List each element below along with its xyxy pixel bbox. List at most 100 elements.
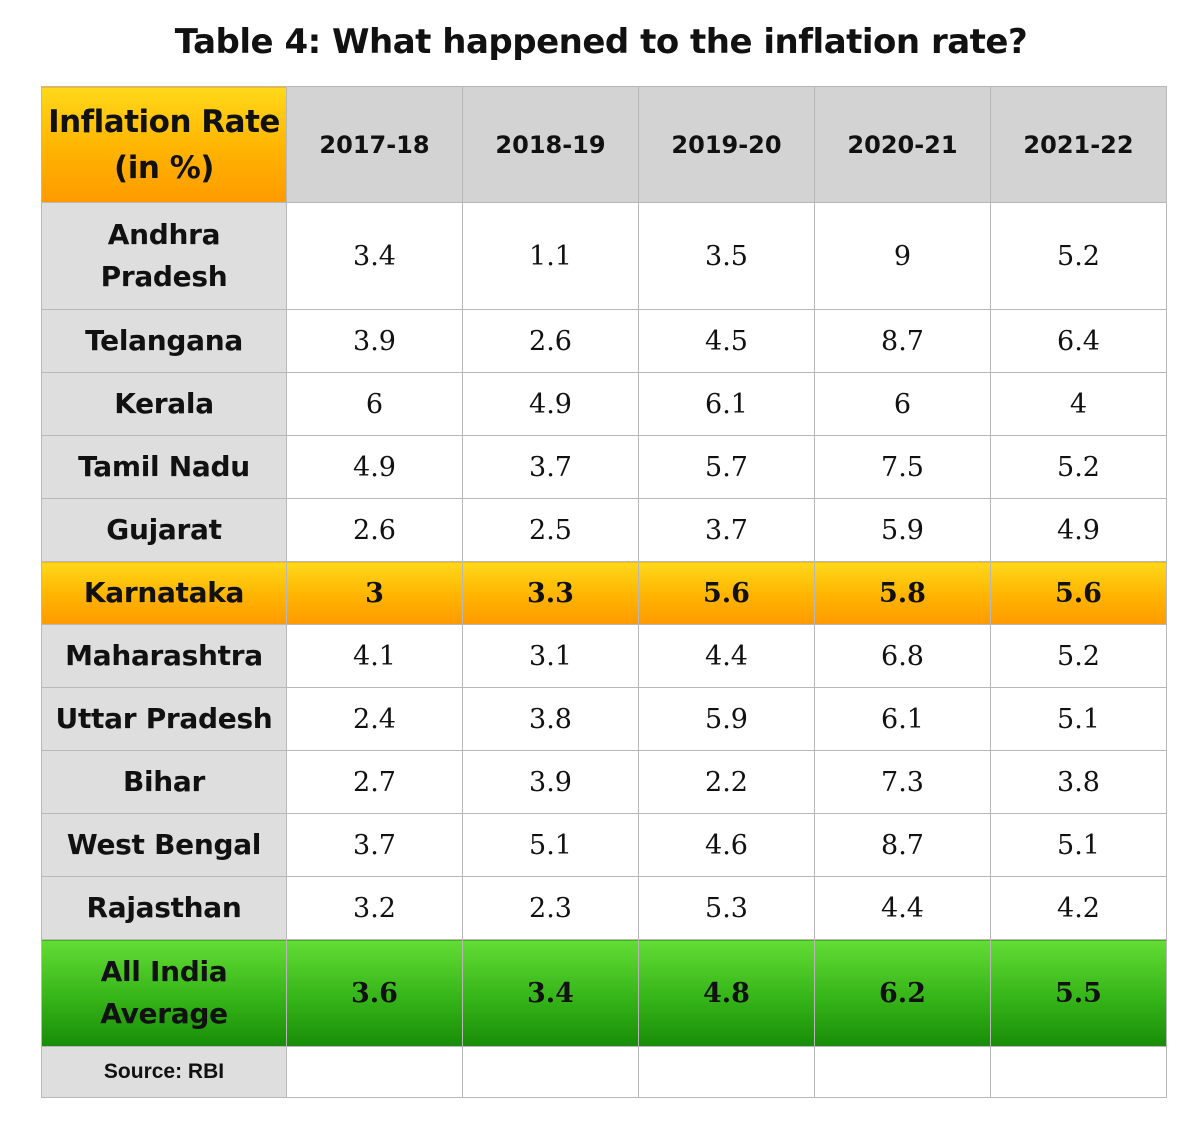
- state-name: West Bengal: [41, 813, 287, 877]
- rate-cell: 3.5: [638, 202, 815, 310]
- source-row: Source: RBI: [41, 1046, 1167, 1098]
- rate-cell: 5.1: [990, 813, 1167, 877]
- rate-cell: 4: [990, 372, 1167, 436]
- rate-cell: 4.6: [638, 813, 815, 877]
- rate-cell: 3.9: [286, 309, 463, 373]
- rate-cell: 5.6: [638, 561, 815, 625]
- rate-cell: 4.4: [638, 624, 815, 688]
- table-row: Rajasthan 3.2 2.3 5.3 4.4 4.2: [41, 876, 1167, 940]
- rate-cell: 2.7: [286, 750, 463, 814]
- rate-cell: 3.4: [462, 939, 639, 1047]
- empty-cell: [814, 1046, 991, 1098]
- state-name: Uttar Pradesh: [41, 687, 287, 751]
- highlighted-row-karnataka: Karnataka 3 3.3 5.6 5.8 5.6: [41, 561, 1167, 625]
- state-name: Rajasthan: [41, 876, 287, 940]
- rate-cell: 3.8: [462, 687, 639, 751]
- rate-cell: 3.8: [990, 750, 1167, 814]
- rate-cell: 3.4: [286, 202, 463, 310]
- year-header: 2017-18: [286, 86, 463, 203]
- rate-cell: 2.4: [286, 687, 463, 751]
- year-header: 2021-22: [990, 86, 1167, 203]
- table-row: Bihar 2.7 3.9 2.2 7.3 3.8: [41, 750, 1167, 814]
- empty-cell: [990, 1046, 1167, 1098]
- inflation-table: Inflation Rate (in %) 2017-18 2018-19 20…: [41, 86, 1167, 1098]
- rate-cell: 6.8: [814, 624, 991, 688]
- state-name: Gujarat: [41, 498, 287, 562]
- rate-cell: 2.6: [286, 498, 463, 562]
- rate-cell: 6: [814, 372, 991, 436]
- state-name: Andhra Pradesh: [41, 202, 287, 310]
- rate-cell: 9: [814, 202, 991, 310]
- rate-cell: 1.1: [462, 202, 639, 310]
- corner-header: Inflation Rate (in %): [41, 86, 287, 203]
- rate-cell: 6.1: [638, 372, 815, 436]
- table-row: Telangana 3.9 2.6 4.5 8.7 6.4: [41, 309, 1167, 373]
- rate-cell: 3.9: [462, 750, 639, 814]
- state-name: Telangana: [41, 309, 287, 373]
- source-note: Source: RBI: [41, 1046, 287, 1098]
- table-row: West Bengal 3.7 5.1 4.6 8.7 5.1: [41, 813, 1167, 877]
- year-header: 2018-19: [462, 86, 639, 203]
- year-header: 2019-20: [638, 86, 815, 203]
- empty-cell: [462, 1046, 639, 1098]
- rate-cell: 3.3: [462, 561, 639, 625]
- rate-cell: 3.1: [462, 624, 639, 688]
- table-title: Table 4: What happened to the inflation …: [174, 22, 1028, 62]
- rate-cell: 4.4: [814, 876, 991, 940]
- rate-cell: 3.6: [286, 939, 463, 1047]
- rate-cell: 5.8: [814, 561, 991, 625]
- rate-cell: 4.8: [638, 939, 815, 1047]
- rate-cell: 5.5: [990, 939, 1167, 1047]
- table-row: Kerala 6 4.9 6.1 6 4: [41, 372, 1167, 436]
- rate-cell: 3.2: [286, 876, 463, 940]
- rate-cell: 4.9: [286, 435, 463, 499]
- state-name: All India Average: [41, 939, 287, 1047]
- table-row: Tamil Nadu 4.9 3.7 5.7 7.5 5.2: [41, 435, 1167, 499]
- rate-cell: 8.7: [814, 309, 991, 373]
- rate-cell: 5.9: [814, 498, 991, 562]
- year-header: 2020-21: [814, 86, 991, 203]
- state-name: Bihar: [41, 750, 287, 814]
- rate-cell: 2.6: [462, 309, 639, 373]
- empty-cell: [638, 1046, 815, 1098]
- rate-cell: 6.2: [814, 939, 991, 1047]
- rate-cell: 6.4: [990, 309, 1167, 373]
- rate-cell: 5.6: [990, 561, 1167, 625]
- rate-cell: 4.9: [990, 498, 1167, 562]
- rate-cell: 3.7: [286, 813, 463, 877]
- rate-cell: 8.7: [814, 813, 991, 877]
- rate-cell: 6: [286, 372, 463, 436]
- state-name: Maharashtra: [41, 624, 287, 688]
- table-row: Andhra Pradesh 3.4 1.1 3.5 9 5.2: [41, 202, 1167, 310]
- rate-cell: 5.2: [990, 202, 1167, 310]
- rate-cell: 4.2: [990, 876, 1167, 940]
- header-row: Inflation Rate (in %) 2017-18 2018-19 20…: [41, 86, 1167, 203]
- rate-cell: 5.2: [990, 624, 1167, 688]
- rate-cell: 4.9: [462, 372, 639, 436]
- rate-cell: 5.2: [990, 435, 1167, 499]
- table-row: Gujarat 2.6 2.5 3.7 5.9 4.9: [41, 498, 1167, 562]
- rate-cell: 5.1: [990, 687, 1167, 751]
- rate-cell: 4.1: [286, 624, 463, 688]
- empty-cell: [286, 1046, 463, 1098]
- rate-cell: 7.3: [814, 750, 991, 814]
- rate-cell: 2.2: [638, 750, 815, 814]
- table-row: Maharashtra 4.1 3.1 4.4 6.8 5.2: [41, 624, 1167, 688]
- rate-cell: 2.5: [462, 498, 639, 562]
- state-name: Kerala: [41, 372, 287, 436]
- rate-cell: 5.7: [638, 435, 815, 499]
- rate-cell: 2.3: [462, 876, 639, 940]
- rate-cell: 4.5: [638, 309, 815, 373]
- highlighted-row-all-india: All India Average 3.6 3.4 4.8 6.2 5.5: [41, 939, 1167, 1047]
- state-name: Karnataka: [41, 561, 287, 625]
- table-row: Uttar Pradesh 2.4 3.8 5.9 6.1 5.1: [41, 687, 1167, 751]
- rate-cell: 3.7: [462, 435, 639, 499]
- rate-cell: 3.7: [638, 498, 815, 562]
- rate-cell: 3: [286, 561, 463, 625]
- rate-cell: 5.9: [638, 687, 815, 751]
- rate-cell: 7.5: [814, 435, 991, 499]
- rate-cell: 5.1: [462, 813, 639, 877]
- state-name: Tamil Nadu: [41, 435, 287, 499]
- rate-cell: 6.1: [814, 687, 991, 751]
- rate-cell: 5.3: [638, 876, 815, 940]
